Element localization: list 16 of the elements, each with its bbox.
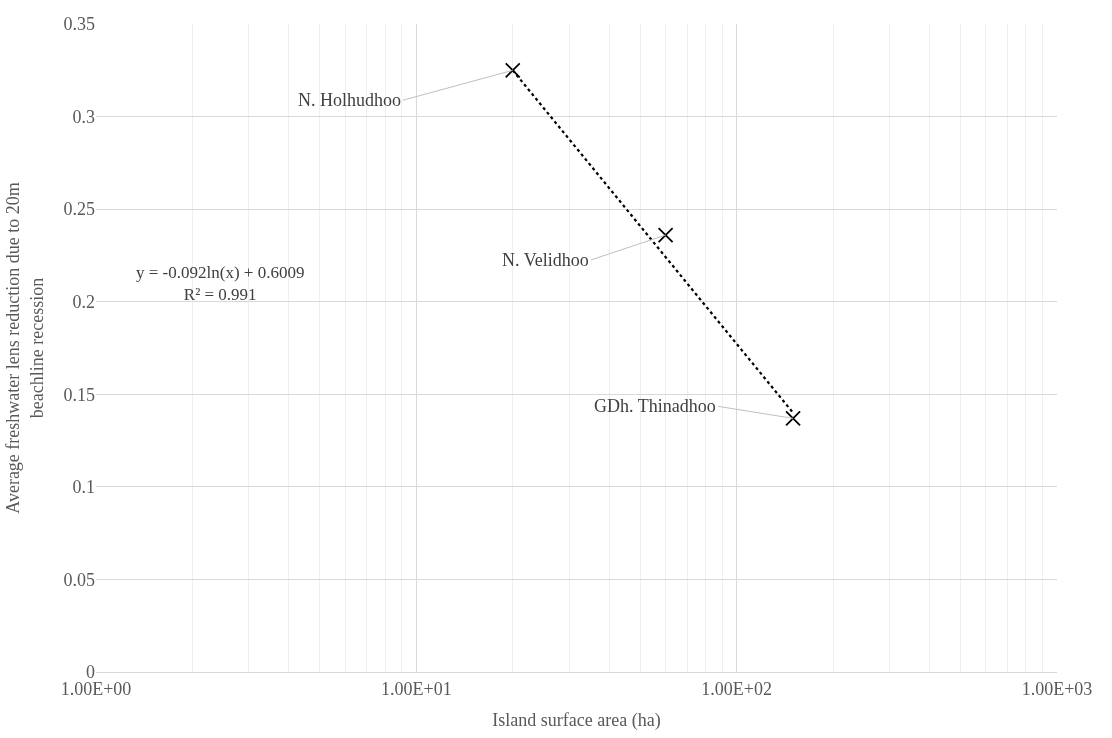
y-axis-title: Average freshwater lens reduction due to 20m beachline recession — [3, 182, 47, 514]
y-tick-label: 0.05 — [63, 569, 95, 590]
x-axis-title: Island surface area (ha) — [492, 709, 661, 731]
y-tick-label: 0.2 — [72, 292, 95, 313]
y-tick-label: 0.15 — [63, 384, 95, 405]
annotation: y = -0.092ln(x) + 0.6009 R² = 0.991 — [136, 263, 305, 305]
y-tick-label: 0.3 — [72, 106, 95, 127]
x-tick-label: 1.00E+03 — [1021, 678, 1093, 699]
y-tick-label: 0.1 — [72, 477, 95, 498]
y-tick-label: 0.35 — [63, 14, 95, 35]
y-tick-label: 0.25 — [63, 199, 95, 220]
x-tick-label: 1.00E+02 — [701, 678, 772, 699]
x-tick-label: 1.00E+01 — [381, 678, 452, 699]
annotation: N. Holhudhoo — [298, 90, 401, 110]
annotation: N. Velidhoo — [502, 250, 589, 270]
annotation: GDh. Thinadhoo — [594, 396, 716, 416]
